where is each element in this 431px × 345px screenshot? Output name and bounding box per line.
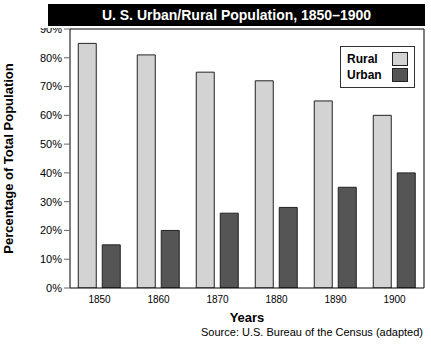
- svg-text:80%: 80%: [40, 52, 62, 64]
- svg-text:90%: 90%: [40, 28, 62, 35]
- svg-text:1900: 1900: [383, 294, 406, 305]
- html-text:U. S. Urban/Rural Population,: U. S. Urban/Rural Population, 1850–1900: [101, 7, 372, 23]
- svg-text:0%: 0%: [46, 282, 62, 294]
- svg-text:1860: 1860: [147, 294, 170, 305]
- svg-text:50%: 50%: [40, 138, 62, 150]
- svg-text:1850: 1850: [88, 294, 111, 305]
- svg-text:Percentage of Total Population: Percentage of Total Population: [8, 63, 16, 254]
- svg-text:Years: Years: [230, 310, 265, 324]
- svg-text:70%: 70%: [40, 80, 62, 92]
- svg-text:60%: 60%: [40, 109, 62, 121]
- svg-text:30%: 30%: [40, 196, 62, 208]
- svg-text:1890: 1890: [324, 294, 347, 305]
- html-text:Urban: Urban: [347, 68, 382, 82]
- svg-text:1880: 1880: [265, 294, 288, 305]
- svg-text:40%: 40%: [40, 167, 62, 179]
- svg-text:10%: 10%: [40, 253, 62, 265]
- html-text:Rural: Rural: [347, 52, 378, 66]
- svg-text:1870: 1870: [206, 294, 229, 305]
- svg-text:20%: 20%: [40, 224, 62, 236]
- html-text:Source: U.S. Bureau of the Cen: Source: U.S. Bureau of the Census (adapt…: [201, 326, 423, 338]
